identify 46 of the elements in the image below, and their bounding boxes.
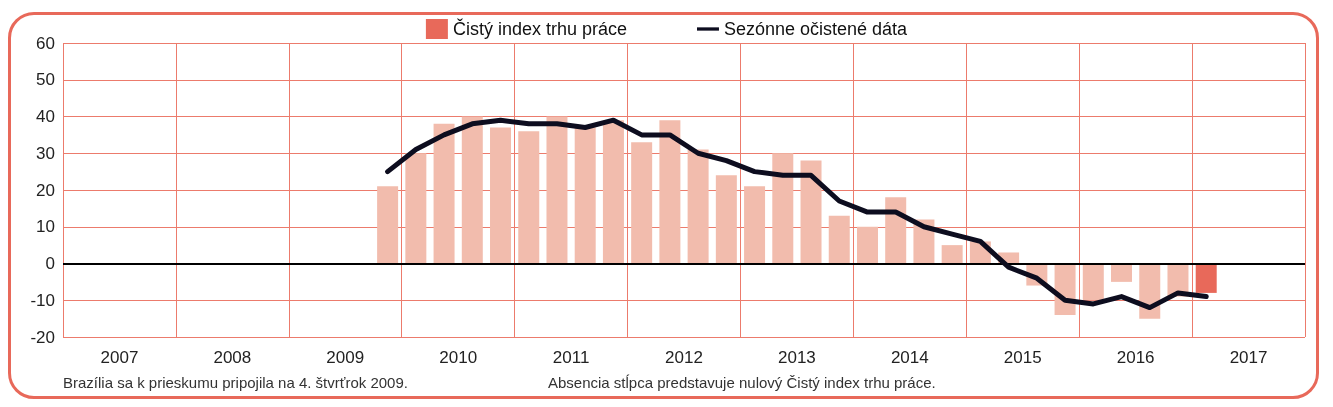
y-tick-label: 10	[36, 217, 55, 237]
legend-label: Čistý index trhu práce	[452, 18, 627, 39]
bar	[1082, 263, 1104, 301]
x-tick-label: 2014	[890, 348, 929, 367]
legend-label: Sezónne očistené dáta	[723, 19, 909, 39]
bar	[433, 123, 455, 264]
y-tick-label: 60	[36, 33, 55, 53]
y-tick-label: 50	[36, 70, 55, 90]
bar	[518, 131, 540, 264]
text: Brazília sa k prieskumu pripojila na 4. štvrťrok 2009.	[63, 374, 408, 391]
y-tick-label: 30	[36, 143, 55, 163]
bar	[659, 120, 681, 264]
x-tick-label: 2007	[100, 348, 139, 367]
x-tick-label: 2016	[1116, 348, 1155, 367]
x-tick-label: 2008	[213, 348, 252, 367]
x-tick-label: 2015	[1003, 348, 1042, 367]
bar	[828, 215, 850, 264]
x-tick-label: 2012	[665, 348, 703, 367]
bar	[715, 175, 737, 264]
bar	[490, 127, 512, 264]
y-tick-label: -20	[30, 327, 55, 347]
y-tick-label: -10	[30, 290, 55, 310]
y-tick-label: 40	[36, 107, 55, 126]
bar	[772, 153, 794, 264]
x-tick-label: 2017	[1229, 348, 1268, 367]
bar	[602, 120, 624, 264]
bar	[856, 226, 878, 264]
x-tick-label: 2010	[439, 348, 478, 367]
bar	[461, 116, 483, 264]
bar	[1195, 263, 1217, 293]
x-tick-label: 2013	[778, 348, 816, 367]
y-tick-label: 20	[36, 180, 55, 200]
x-tick-label: 2011	[552, 348, 590, 367]
bar	[546, 116, 568, 264]
bar	[631, 142, 653, 264]
bar	[941, 245, 963, 264]
bar	[574, 127, 596, 264]
bar	[687, 149, 709, 264]
bar	[405, 153, 427, 264]
bar	[800, 160, 822, 264]
y-tick-label: 0	[45, 254, 55, 273]
text: Absencia stĺpca predstavuje nulový Čistý index trhu práce.	[548, 374, 936, 391]
bar	[377, 186, 399, 264]
bar	[885, 197, 907, 264]
bar	[744, 186, 766, 264]
x-tick-label: 2009	[326, 348, 365, 367]
